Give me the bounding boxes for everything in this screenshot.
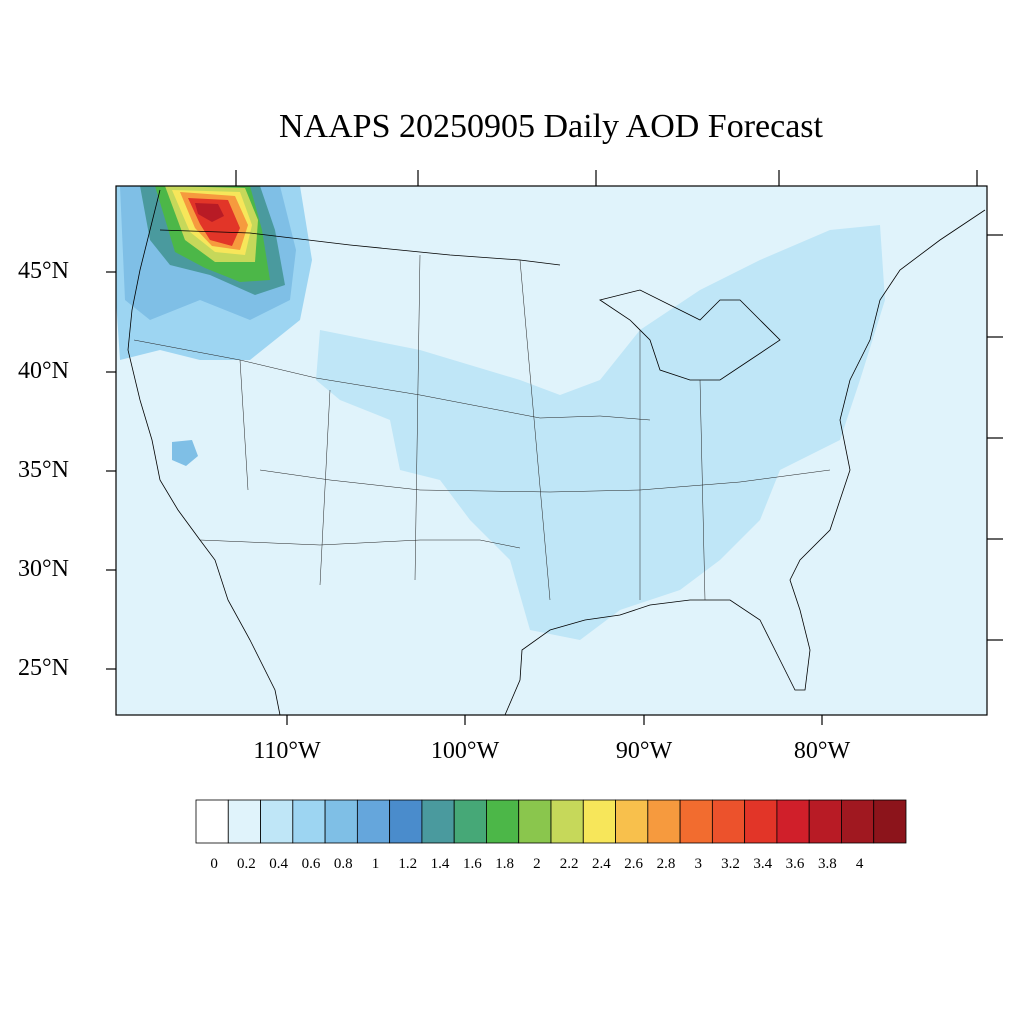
lat-label: 35°N (18, 457, 69, 483)
gulf-coast (504, 209, 986, 716)
colorbar-swatch (324, 799, 358, 844)
map-frame (115, 185, 988, 716)
colorbar-swatch (292, 799, 326, 844)
colorbar-label: 3 (694, 856, 702, 872)
colorbar-label: 1.6 (462, 856, 482, 872)
colorbar-swatch (453, 799, 487, 844)
colorbar-swatch (260, 799, 294, 844)
colorbar-swatch (808, 799, 842, 844)
colorbar-label: 2.4 (592, 856, 611, 872)
us-west-coast (127, 189, 281, 716)
border-line (259, 469, 831, 493)
colorbar (195, 799, 907, 844)
border-line (519, 259, 551, 601)
colorbar-label: 0.6 (301, 856, 321, 872)
colorbar-swatch (421, 799, 455, 844)
colorbar-label: 0.8 (333, 856, 353, 872)
lat-label: 30°N (18, 556, 69, 582)
colorbar-label: 2.8 (656, 856, 676, 872)
colorbar-label: 1 (371, 856, 380, 872)
border-line (239, 359, 249, 491)
aod-field (116, 186, 885, 640)
border-line (699, 379, 706, 601)
map-title: NAAPS 20250905 Daily AOD Forecast (279, 108, 823, 145)
colorbar-label: 3.4 (753, 856, 773, 872)
lon-label: 100°W (430, 738, 500, 764)
lat-label: 25°N (18, 655, 69, 681)
canada-border (159, 229, 561, 266)
colorbar-label: 2.6 (624, 856, 644, 872)
colorbar-swatch (647, 799, 681, 844)
border-line (199, 539, 521, 549)
colorbar-label: 4 (855, 856, 864, 872)
colorbar-swatch (776, 799, 810, 844)
colorbar-swatch (518, 799, 552, 844)
colorbar-label: 0.2 (237, 856, 256, 872)
border-line (319, 389, 331, 586)
colorbar-swatch (711, 799, 746, 844)
colorbar-swatch (227, 799, 261, 844)
colorbar-swatch (486, 799, 520, 844)
colorbar-label: 1.4 (430, 856, 450, 872)
colorbar-swatch (550, 799, 584, 844)
aod-socal-spot (172, 440, 198, 466)
aod-central-plume (316, 225, 885, 640)
colorbar-swatch (841, 799, 875, 844)
lat-label: 45°N (18, 258, 69, 284)
colorbar-swatch (873, 799, 907, 844)
coastlines (127, 189, 986, 716)
colorbar-swatch (195, 799, 229, 844)
lat-label: 40°N (18, 358, 69, 384)
colorbar-label: 0 (210, 856, 218, 872)
state-borders (133, 254, 831, 601)
colorbar-label: 0.4 (269, 856, 289, 872)
lon-label: 110°W (253, 738, 321, 764)
colorbar-label: 1.2 (398, 856, 418, 872)
border-line (414, 254, 421, 581)
lon-label: 90°W (615, 738, 673, 764)
colorbar-label: 3.6 (785, 856, 805, 872)
colorbar-swatch (615, 799, 649, 844)
colorbar-swatch (744, 799, 778, 844)
colorbar-label: 1.8 (495, 856, 514, 872)
lon-label: 80°W (793, 738, 851, 764)
colorbar-label: 3.2 (721, 856, 740, 872)
ticks (106, 170, 1003, 725)
colorbar-swatch (679, 799, 713, 844)
colorbar-label: 2 (533, 856, 541, 872)
colorbar-label: 3.8 (817, 856, 837, 872)
colorbar-swatch (389, 799, 423, 844)
colorbar-swatch (356, 799, 391, 844)
aod-nw-darkred (195, 203, 224, 222)
colorbar-label: 2.2 (559, 856, 579, 872)
colorbar-swatch (582, 799, 616, 844)
great-lakes (599, 289, 781, 381)
